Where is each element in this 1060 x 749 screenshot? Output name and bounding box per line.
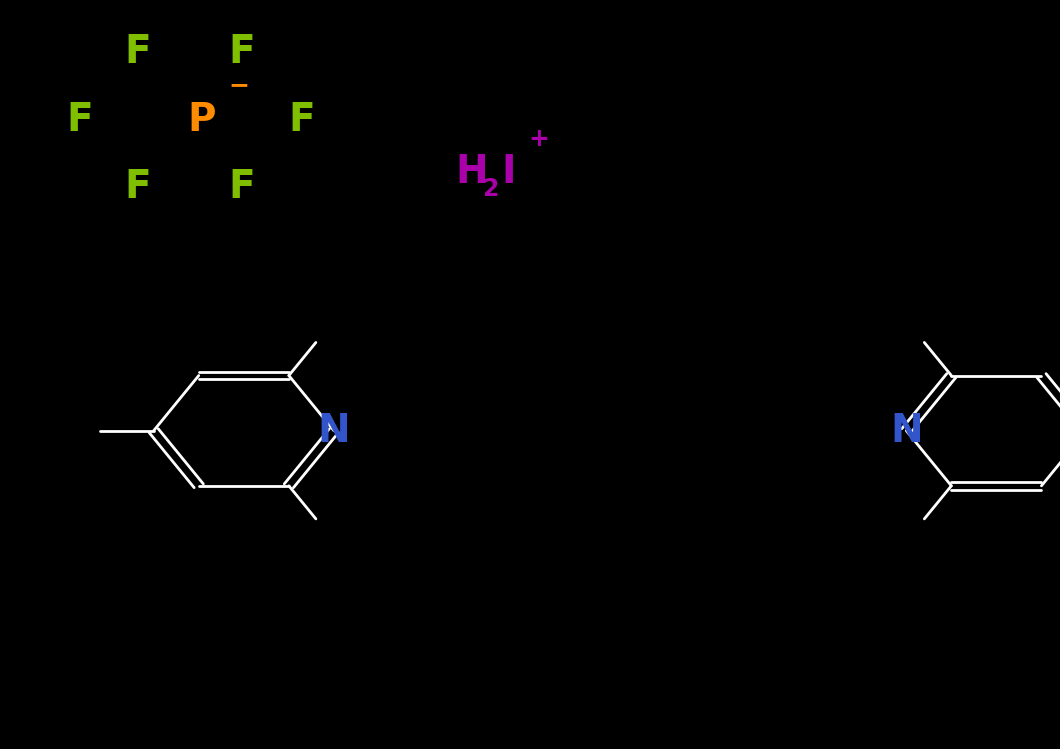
Text: 2: 2 bbox=[482, 177, 498, 201]
Text: F: F bbox=[124, 34, 152, 71]
Text: I: I bbox=[501, 154, 516, 191]
Text: F: F bbox=[288, 101, 316, 139]
Text: +: + bbox=[528, 127, 549, 151]
Text: F: F bbox=[228, 34, 255, 71]
Text: P: P bbox=[188, 101, 215, 139]
Text: N: N bbox=[318, 412, 350, 449]
Text: F: F bbox=[228, 169, 255, 206]
Text: F: F bbox=[66, 101, 93, 139]
Text: H: H bbox=[456, 154, 489, 191]
Text: N: N bbox=[890, 412, 922, 449]
Text: −: − bbox=[228, 73, 249, 97]
Text: F: F bbox=[124, 169, 152, 206]
